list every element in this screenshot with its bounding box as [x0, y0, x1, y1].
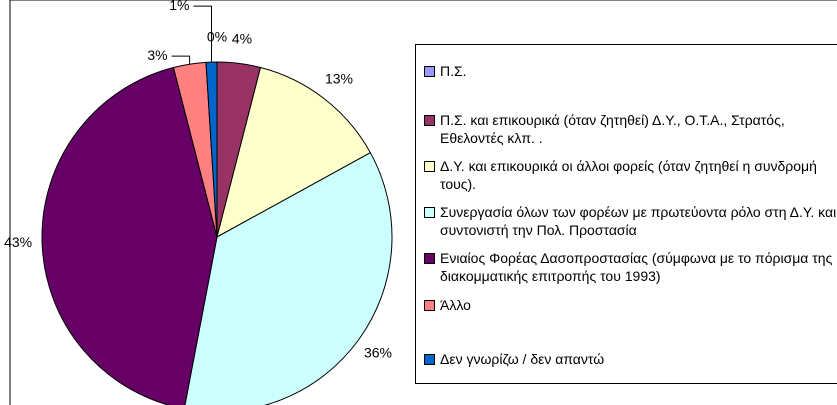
data-label: 36% [364, 345, 392, 361]
data-label: 0% [207, 29, 227, 45]
legend-label: Π.Σ. και επικουρικά (όταν ζητηθεί) Δ.Υ.,… [440, 112, 785, 146]
legend-swatch [424, 253, 435, 264]
leader-line [171, 55, 191, 65]
legend-swatch [424, 300, 435, 311]
pie-slice [184, 152, 393, 405]
legend-label: Δ.Υ. και επικουρικά οι άλλοι φορείς (ότα… [440, 158, 817, 192]
legend-label: Π.Σ. [440, 63, 467, 79]
legend-item: Συνεργασία όλων των φορέων με πρωτεύοντα… [424, 203, 837, 239]
legend-item: Δεν γνωρίζω / δεν απαντώ [424, 350, 837, 368]
pie-slice [216, 66, 372, 238]
legend-swatch [424, 66, 435, 77]
pie-slice [41, 66, 218, 405]
legend-item: Δ.Υ. και επικουρικά οι άλλοι φορείς (ότα… [424, 157, 837, 193]
data-label: 4% [232, 30, 252, 46]
legend-item: Άλλο [424, 296, 837, 314]
legend-item: Π.Σ. [424, 62, 837, 80]
legend-swatch [424, 115, 435, 126]
legend-swatch [424, 354, 435, 365]
data-label: 1% [169, 0, 189, 13]
legend-item: Ενιαίος Φορέας Δασοπροστασίας (σύμφωνα μ… [424, 249, 837, 285]
leader-line [193, 5, 213, 63]
legend-item: Π.Σ. και επικουρικά (όταν ζητηθεί) Δ.Υ.,… [424, 111, 837, 147]
data-label: 43% [4, 234, 32, 250]
legend-label: Συνεργασία όλων των φορέων με πρωτεύοντα… [440, 204, 837, 238]
legend-label: Δεν γνωρίζω / δεν απαντώ [440, 351, 605, 367]
legend-swatch [424, 161, 435, 172]
legend: Π.Σ. Π.Σ. και επικουρικά (όταν ζητηθεί) Δ… [415, 44, 837, 384]
legend-swatch [424, 207, 435, 218]
data-label: 13% [325, 70, 353, 86]
legend-label: Άλλο [440, 297, 471, 313]
data-label: 3% [147, 47, 167, 63]
legend-label: Ενιαίος Φορέας Δασοπροστασίας (σύμφωνα μ… [440, 250, 833, 284]
